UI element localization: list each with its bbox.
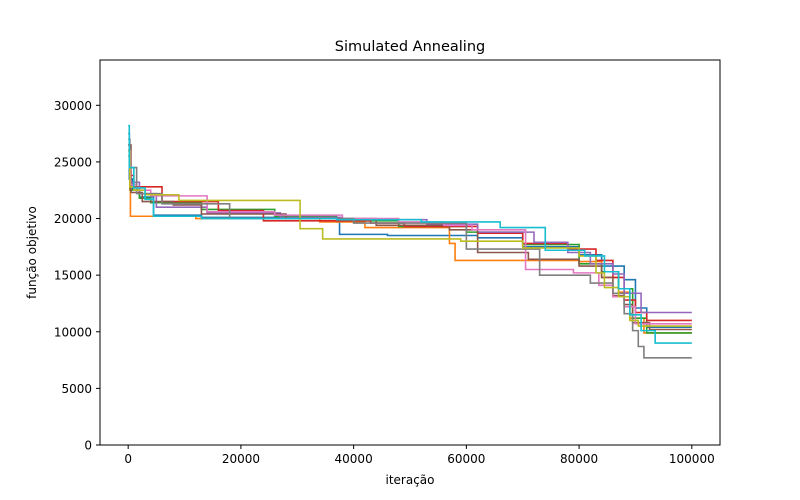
y-tick-label: 0: [84, 439, 92, 453]
x-tick-label: 0: [124, 452, 132, 466]
x-tick-label: 60000: [447, 452, 485, 466]
series-line-10: [128, 124, 692, 344]
series-line-8: [128, 138, 692, 359]
y-tick-label: 5000: [61, 382, 92, 396]
x-axis-label: iteração: [385, 473, 434, 487]
chart-title: Simulated Annealing: [335, 39, 485, 55]
series-layer: [128, 124, 692, 359]
x-tick-label: 20000: [222, 452, 260, 466]
x-axis: 0 20000 40000 60000 80000 100000: [124, 445, 715, 466]
y-tick-label: 20000: [54, 212, 92, 226]
x-tick-label: 40000: [335, 452, 373, 466]
y-tick-label: 10000: [54, 325, 92, 339]
y-tick-label: 15000: [54, 269, 92, 283]
x-tick-label: 100000: [669, 452, 715, 466]
series-line-4: [128, 144, 692, 322]
x-tick-label: 80000: [560, 452, 598, 466]
y-axis: 0 5000 10000 15000 20000 25000 30000: [54, 99, 100, 453]
y-tick-label: 30000: [54, 99, 92, 113]
series-line-7: [128, 149, 692, 325]
series-line-9: [128, 149, 692, 327]
series-line-2: [128, 149, 692, 334]
plot-frame: [99, 59, 721, 446]
series-line-1: [128, 132, 692, 329]
y-tick-label: 25000: [54, 155, 92, 169]
series-line-6: [128, 144, 692, 331]
series-line-3: [128, 155, 692, 334]
y-axis-label: função objetivo: [25, 206, 39, 299]
